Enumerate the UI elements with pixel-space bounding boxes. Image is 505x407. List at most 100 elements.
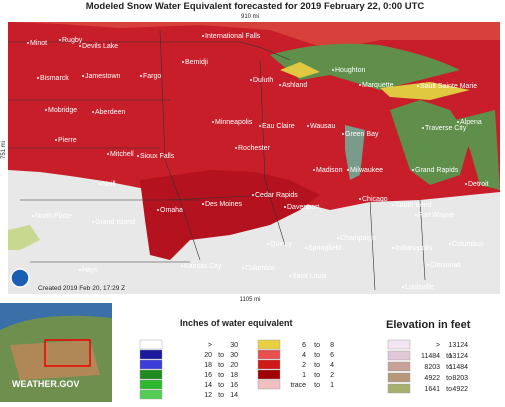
scale-bottom: 1105 mi	[240, 297, 261, 303]
city-label: Omaha	[160, 207, 183, 214]
city-dot	[55, 139, 57, 141]
legend-text: 13124	[449, 342, 469, 349]
legend-swatch	[387, 339, 411, 350]
city-dot	[99, 183, 101, 185]
city-dot	[37, 77, 39, 79]
scale-top: 910 mi	[241, 14, 259, 20]
legend-text: 8	[330, 342, 334, 349]
legend-text: to	[446, 364, 452, 371]
legend-text: 12	[204, 392, 212, 399]
city-dot	[107, 153, 109, 155]
city-label: Rugby	[62, 37, 83, 44]
legend-text: 4922	[424, 375, 440, 382]
city-dot	[359, 84, 361, 86]
city-label: Fargo	[143, 73, 161, 80]
legend-text: to	[218, 382, 224, 389]
city-label: Traverse City	[425, 125, 467, 132]
city-label: Columbus	[452, 241, 484, 248]
legend-text: 1	[302, 372, 306, 379]
city-dot	[259, 125, 261, 127]
city-dot	[422, 127, 424, 129]
legend-swatch	[257, 349, 281, 360]
legend-text: to	[218, 392, 224, 399]
city-dot	[212, 121, 214, 123]
city-label: Grand Island	[95, 219, 135, 226]
legend-swatch	[139, 379, 163, 390]
legend-swatch	[257, 339, 281, 350]
city-label: Mitchell	[110, 151, 134, 158]
city-label: Aberdeen	[95, 109, 125, 116]
elevation-title: Elevation in feet	[386, 319, 471, 331]
city-dot	[402, 286, 404, 288]
city-dot	[427, 264, 429, 266]
city-dot	[332, 69, 334, 71]
city-label: Champaign	[340, 235, 376, 242]
legend-text: to	[218, 362, 224, 369]
legend-text: 8203	[452, 375, 468, 382]
city-label: Quincy	[270, 241, 292, 248]
legend-title: Inches of water equivalent	[180, 318, 293, 328]
legend-text: to	[446, 375, 452, 382]
legend-swatch	[387, 361, 411, 372]
legend-text: 4	[302, 352, 306, 359]
legend-swatch	[257, 379, 281, 390]
city-dot	[157, 209, 159, 211]
city-label: Eau Claire	[262, 123, 295, 130]
legend-swatch	[257, 369, 281, 380]
legend-text: 11484	[421, 353, 440, 360]
legend-text: to	[314, 352, 320, 359]
city-dot	[79, 269, 81, 271]
legend-text: 14	[230, 392, 238, 399]
city-dot	[415, 214, 417, 216]
city-label: Hays	[82, 267, 98, 274]
noaa-logo	[10, 268, 30, 288]
city-dot	[392, 204, 394, 206]
city-dot	[457, 121, 459, 123]
city-dot	[412, 169, 414, 171]
legend-text: 16	[204, 372, 212, 379]
city-label: Mobridge	[48, 107, 77, 114]
city-label: Chicago	[362, 196, 388, 203]
city-label: South Bend	[395, 202, 432, 209]
city-label: Indianapolis	[395, 245, 433, 252]
legend-swatch	[139, 349, 163, 360]
city-label: Sioux Falls	[140, 153, 175, 160]
city-label: Davenport	[287, 204, 319, 211]
city-label: Houghton	[335, 67, 365, 74]
legend-text: 18	[204, 362, 212, 369]
city-dot	[82, 75, 84, 77]
city-dot	[392, 247, 394, 249]
city-label: Minneapolis	[215, 119, 253, 126]
city-dot	[92, 221, 94, 223]
city-dot	[342, 133, 344, 135]
city-dot	[79, 45, 81, 47]
created: Created 2019 Feb 20, 17:29 Z	[38, 285, 125, 292]
legend-text: to	[446, 353, 452, 360]
legend-swatch	[139, 339, 163, 350]
map	[8, 22, 500, 294]
city-dot	[267, 243, 269, 245]
legend-text: to	[314, 382, 320, 389]
city-label: Duluth	[253, 77, 273, 84]
city-label: Springfield	[308, 245, 341, 252]
legend-swatch	[257, 359, 281, 370]
brand: WEATHER.GOV	[12, 379, 79, 389]
city-dot	[449, 243, 451, 245]
city-label: Marquette	[362, 82, 394, 89]
legend-swatch	[387, 350, 411, 361]
legend-text: to	[314, 362, 320, 369]
legend-text: 6	[330, 352, 334, 359]
legend-text: 18	[230, 372, 238, 379]
city-label: Detroit	[468, 181, 489, 188]
legend-swatch	[139, 369, 163, 380]
legend-text: to	[218, 352, 224, 359]
city-dot	[305, 247, 307, 249]
legend-swatch	[387, 372, 411, 383]
expand-button[interactable]	[468, 365, 488, 385]
legend-swatch	[139, 389, 163, 400]
legend-text: 2	[302, 362, 306, 369]
inset-map	[0, 303, 112, 402]
